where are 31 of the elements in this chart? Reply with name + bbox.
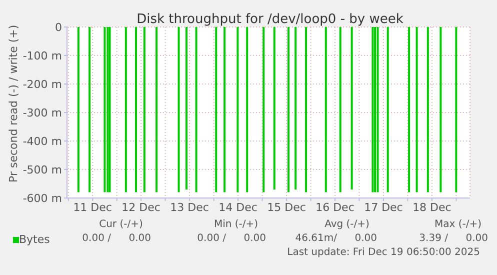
- text: Min (-/+): [212, 219, 260, 230]
- x-tick-label: 15 Dec: [267, 200, 306, 214]
- text: Cur (-/+): [98, 219, 144, 230]
- text: Max (-/+): [433, 219, 482, 230]
- text: 0.00 /: [196, 233, 226, 244]
- text: 0.00 /: [81, 233, 111, 244]
- x-tick-label: 16 Dec: [316, 200, 354, 214]
- y-tick-label: -200 m: [22, 78, 62, 91]
- y-tick-label: -100 m: [22, 49, 62, 62]
- text: 46.61m/: [294, 233, 337, 244]
- y-tick-label: -300 m: [22, 106, 62, 120]
- text: 3.39 /: [418, 233, 448, 244]
- chart-title: Disk throughput for /dev/loop0 - by week: [136, 12, 404, 27]
- y-tick-label: -400 m: [22, 134, 62, 148]
- y-tick-label: -500 m: [22, 163, 62, 176]
- text: 0.00: [354, 233, 377, 244]
- x-tick-label: 11 Dec: [73, 200, 112, 214]
- text: 0.00: [244, 233, 266, 244]
- text: 0.00: [466, 233, 488, 244]
- x-tick-label: 14 Dec: [218, 200, 258, 214]
- text: Avg (-/+): [324, 219, 370, 230]
- text: Last update: Fri Dec 19 06:50:00 2025: [286, 247, 480, 258]
- x-tick-label: 18 Dec: [412, 200, 452, 214]
- y-tick-label: -600 m: [22, 192, 62, 205]
- x-tick-label: 13 Dec: [170, 200, 209, 214]
- x-tick-label: 17 Dec: [364, 200, 403, 214]
- y-tick-label: 0: [55, 20, 62, 34]
- y-axis-title: Pr second read (-) / write (+): [6, 24, 20, 182]
- legend-label: Bytes: [18, 233, 50, 246]
- x-tick-label: 12 Dec: [122, 200, 160, 214]
- text: 0.00: [128, 233, 151, 244]
